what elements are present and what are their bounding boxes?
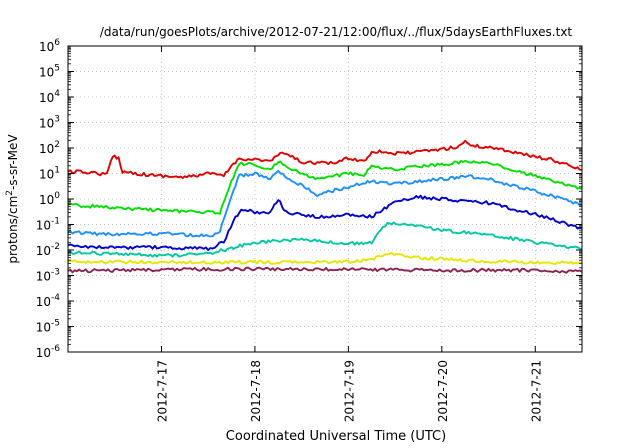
y-tick-label: 101 — [39, 166, 60, 182]
y-tick-label: 10-3 — [36, 268, 60, 284]
y-tick-label: 10-5 — [36, 319, 60, 335]
y-tick-label: 10-6 — [36, 344, 61, 360]
y-tick-label: 10-2 — [36, 242, 60, 258]
y-tick-label: 102 — [39, 140, 60, 156]
x-axis-label: Coordinated Universal Time (UTC) — [226, 429, 446, 444]
x-tick-label: 2012-7-20 — [436, 360, 450, 422]
axes: 10-6 10-5 10-4 10-3 10-2 10-1 100 101 102 103 104 1… — [36, 38, 582, 422]
series-line-3 — [67, 169, 583, 238]
series-line-6 — [67, 252, 583, 266]
y-axis-label: protons/cm2-s-sr-MeV — [5, 134, 20, 264]
y-tick-label: 106 — [39, 38, 60, 54]
x-tick-label: 2012-7-17 — [155, 360, 169, 422]
series-line-2 — [67, 159, 583, 215]
series-line-1 — [67, 139, 583, 179]
chart-title: /data/run/goesPlots/archive/2012-07-21/1… — [100, 25, 573, 39]
y-tick-label: 104 — [39, 89, 60, 105]
x-tick-label: 2012-7-18 — [249, 360, 263, 422]
y-tick-label: 103 — [39, 115, 60, 131]
grid — [68, 46, 582, 352]
y-tick-label: 10-4 — [36, 293, 61, 309]
y-tick-label: 10-1 — [36, 217, 60, 233]
series-group — [67, 139, 583, 274]
series-line-7 — [67, 266, 583, 274]
y-tick-label: 105 — [39, 64, 60, 80]
x-tick-label: 2012-7-21 — [529, 360, 543, 422]
series-line-4 — [67, 194, 583, 252]
x-tick-label: 2012-7-19 — [342, 360, 356, 422]
series-line-5 — [67, 221, 583, 258]
y-tick-label: 100 — [39, 191, 60, 207]
